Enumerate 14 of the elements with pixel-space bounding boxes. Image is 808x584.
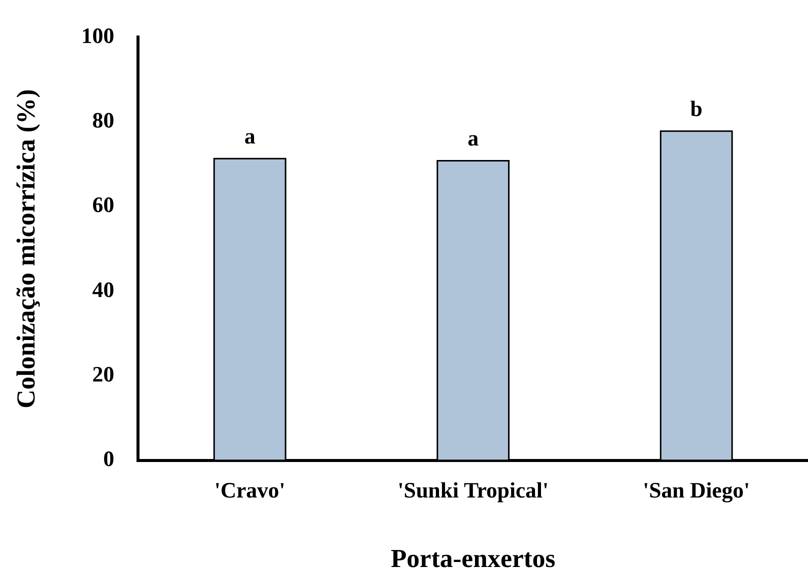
x-tick-label: 'San Diego' [642, 477, 750, 502]
annotation: b [690, 96, 702, 121]
x-tick-label: 'Cravo' [214, 477, 286, 502]
x-axis-title: Porta-enxertos [390, 544, 556, 574]
y-tick-label: 0 [103, 446, 114, 472]
y-axis-title: Colonização micorrízica (%) [11, 89, 40, 408]
annotation: a [468, 125, 479, 150]
y-tick-label: 40 [92, 276, 114, 302]
y-tick-label: 100 [81, 22, 114, 48]
x-tick-label: 'Sunki Tropical' [398, 477, 549, 502]
y-tick-label: 80 [92, 108, 114, 133]
annotation: a [244, 123, 256, 148]
y-tick-label: 20 [92, 361, 114, 386]
y-tick-label: 60 [92, 192, 114, 218]
